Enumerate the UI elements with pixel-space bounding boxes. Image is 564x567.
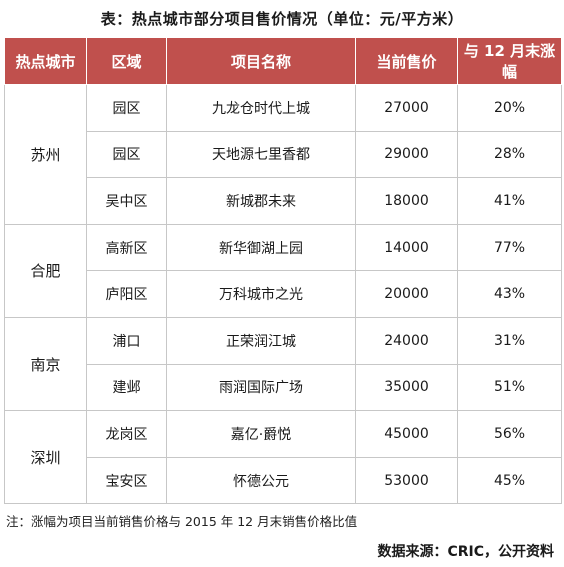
footnote: 注：涨幅为项目当前销售价格与 2015 年 12 月末销售价格比值 <box>6 511 357 530</box>
change-cell: 28% <box>458 131 562 178</box>
project-cell: 新城郡未来 <box>167 178 356 225</box>
city-cell: 深圳 <box>5 411 87 504</box>
change-cell: 45% <box>458 457 562 504</box>
district-cell: 园区 <box>87 131 167 178</box>
table-row: 南京 浦口 正荣润江城 24000 31% <box>5 317 562 364</box>
district-cell: 浦口 <box>87 317 167 364</box>
city-cell: 苏州 <box>5 85 87 225</box>
price-cell: 53000 <box>356 457 458 504</box>
change-cell: 41% <box>458 178 562 225</box>
district-cell: 建邺 <box>87 364 167 411</box>
price-cell: 18000 <box>356 178 458 225</box>
project-cell: 嘉亿·爵悦 <box>167 411 356 458</box>
table-title: 表：热点城市部分项目售价情况（单位：元/平方米） <box>0 8 564 29</box>
project-cell: 怀德公元 <box>167 457 356 504</box>
header-project: 项目名称 <box>167 38 356 85</box>
price-cell: 20000 <box>356 271 458 318</box>
header-change: 与 12 月末涨幅 <box>458 38 562 85</box>
price-cell: 14000 <box>356 224 458 271</box>
change-cell: 56% <box>458 411 562 458</box>
data-source: 数据来源：CRIC，公开资料 <box>377 541 554 561</box>
table-row: 合肥 高新区 新华御湖上园 14000 77% <box>5 224 562 271</box>
price-cell: 29000 <box>356 131 458 178</box>
change-cell: 20% <box>458 85 562 132</box>
project-cell: 天地源七里香都 <box>167 131 356 178</box>
project-cell: 雨润国际广场 <box>167 364 356 411</box>
price-cell: 27000 <box>356 85 458 132</box>
price-table: 热点城市 区域 项目名称 当前售价 与 12 月末涨幅 苏州 园区 九龙仓时代上… <box>4 37 562 504</box>
city-cell: 合肥 <box>5 224 87 317</box>
project-cell: 万科城市之光 <box>167 271 356 318</box>
table-row: 庐阳区 万科城市之光 20000 43% <box>5 271 562 318</box>
change-cell: 77% <box>458 224 562 271</box>
price-cell: 45000 <box>356 411 458 458</box>
change-cell: 43% <box>458 271 562 318</box>
district-cell: 园区 <box>87 85 167 132</box>
district-cell: 宝安区 <box>87 457 167 504</box>
district-cell: 吴中区 <box>87 178 167 225</box>
project-cell: 新华御湖上园 <box>167 224 356 271</box>
table-row: 深圳 龙岗区 嘉亿·爵悦 45000 56% <box>5 411 562 458</box>
price-cell: 24000 <box>356 317 458 364</box>
district-cell: 高新区 <box>87 224 167 271</box>
district-cell: 庐阳区 <box>87 271 167 318</box>
table-row: 园区 天地源七里香都 29000 28% <box>5 131 562 178</box>
header-row: 热点城市 区域 项目名称 当前售价 与 12 月末涨幅 <box>5 38 562 85</box>
table-row: 宝安区 怀德公元 53000 45% <box>5 457 562 504</box>
header-district: 区域 <box>87 38 167 85</box>
price-cell: 35000 <box>356 364 458 411</box>
header-city: 热点城市 <box>5 38 87 85</box>
city-cell: 南京 <box>5 317 87 410</box>
change-cell: 31% <box>458 317 562 364</box>
header-price: 当前售价 <box>356 38 458 85</box>
project-cell: 正荣润江城 <box>167 317 356 364</box>
change-cell: 51% <box>458 364 562 411</box>
table-row: 建邺 雨润国际广场 35000 51% <box>5 364 562 411</box>
table-row: 苏州 园区 九龙仓时代上城 27000 20% <box>5 85 562 132</box>
project-cell: 九龙仓时代上城 <box>167 85 356 132</box>
district-cell: 龙岗区 <box>87 411 167 458</box>
table-row: 吴中区 新城郡未来 18000 41% <box>5 178 562 225</box>
